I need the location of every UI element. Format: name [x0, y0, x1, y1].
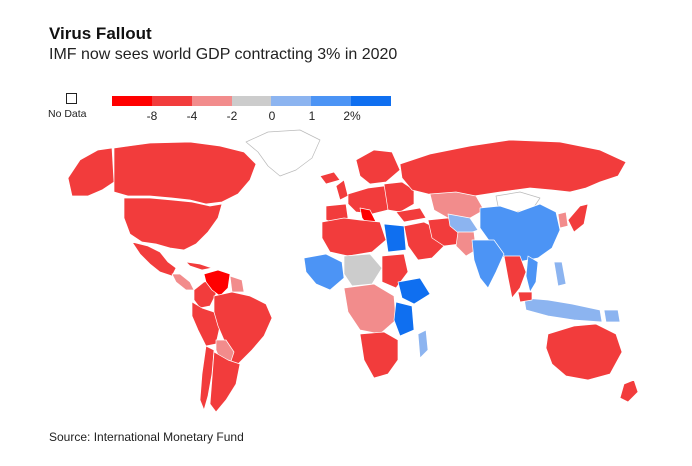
no-data-label: No Data — [48, 108, 87, 120]
region-philippines — [553, 261, 567, 287]
region-canada — [113, 141, 257, 205]
legend-swatch-4 — [231, 96, 272, 106]
region-korea — [557, 211, 569, 229]
region-caribbean — [185, 261, 213, 271]
region-venezuela — [203, 269, 231, 297]
region-vietnam — [525, 255, 539, 293]
legend-swatch-2 — [151, 96, 192, 106]
region-argentina — [209, 351, 241, 413]
world-map — [67, 129, 639, 413]
region-ethiopia — [397, 277, 431, 305]
legend-tick: -4 — [186, 109, 198, 123]
region-eastern-europe — [383, 181, 415, 213]
map-subtitle: IMF now sees world GDP contracting 3% in… — [49, 46, 398, 63]
legend-tick: -2 — [226, 109, 238, 123]
region-alaska — [67, 147, 115, 197]
region-indonesia — [523, 297, 603, 323]
map-title: Virus Fallout — [49, 24, 152, 43]
no-data-swatch — [66, 93, 77, 104]
region-kazakhstan — [429, 191, 485, 219]
region-pakistan — [455, 231, 477, 257]
region-turkey — [395, 207, 427, 223]
region-egypt — [383, 223, 407, 253]
region-east-africa — [393, 301, 415, 337]
region-central-africa — [343, 283, 397, 335]
region-central-america — [171, 273, 195, 291]
region-australia — [545, 323, 623, 381]
region-sudan — [381, 253, 409, 289]
region-malaysia — [517, 291, 533, 303]
legend-swatch-5 — [271, 96, 312, 106]
region-scandinavia — [355, 149, 401, 185]
region-west-africa — [303, 253, 345, 291]
region-iceland — [319, 171, 341, 185]
legend-color-scale — [112, 96, 392, 106]
region-papua-new-guinea — [603, 309, 621, 323]
region-india — [471, 239, 505, 289]
region-russia — [399, 139, 627, 197]
source-note: Source: International Monetary Fund — [49, 430, 244, 444]
region-sahel — [343, 253, 383, 287]
legend-tick: 0 — [268, 109, 276, 123]
legend-swatch-3 — [191, 96, 232, 106]
region-guianas — [229, 275, 245, 293]
legend-tick: -8 — [146, 109, 158, 123]
legend-tick: 1 — [308, 109, 316, 123]
region-madagascar — [417, 329, 429, 359]
region-new-zealand — [619, 379, 639, 403]
legend-swatch-6 — [311, 96, 352, 106]
region-mexico — [131, 241, 177, 277]
region-southeast-asia-mainland — [503, 255, 527, 299]
region-japan — [567, 203, 589, 233]
legend-tick: 2% — [343, 109, 361, 123]
region-greenland — [245, 129, 321, 177]
region-north-africa — [321, 217, 387, 257]
region-united-states — [123, 197, 223, 251]
legend-swatch-7 — [351, 96, 392, 106]
region-southern-africa — [359, 331, 399, 379]
legend-swatch-1 — [112, 96, 152, 106]
region-uk — [335, 179, 349, 201]
